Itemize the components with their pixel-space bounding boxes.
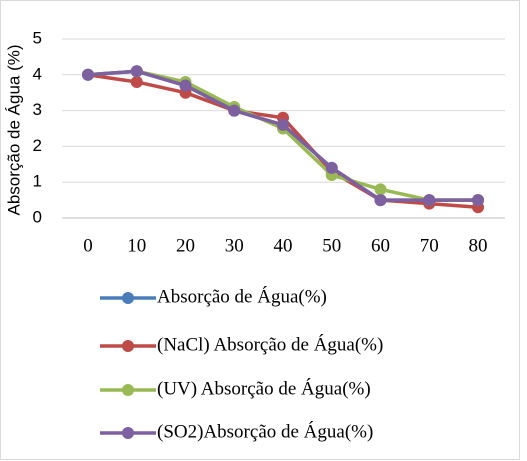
data-point [179,79,192,92]
legend-marker [122,427,134,439]
legend-label: Absorção de Água(%) [157,285,327,307]
x-tick-label: 60 [371,235,390,256]
data-point [130,65,143,78]
legend-marker [122,292,134,304]
data-point [374,183,387,196]
data-point [423,194,436,207]
data-point [277,118,289,131]
y-tick-label: 5 [33,28,42,47]
x-tick-label: 0 [83,235,93,256]
data-point [374,194,387,207]
x-tick-label: 80 [469,235,488,256]
legend-label: (SO2)Absorção de Água(%) [157,420,373,442]
data-point [130,75,143,88]
y-axis-label: Absorção de Água (%) [4,44,23,215]
data-point [325,161,338,174]
data-point [82,68,94,81]
legend-label: (NaCl) Absorção de Água(%) [157,333,383,355]
legend-marker [122,340,134,352]
x-tick-label: 70 [420,235,439,256]
x-tick-label: 40 [274,235,293,256]
y-tick-label: 4 [33,64,42,83]
legend-marker [122,384,134,396]
legend-label: (UV) Absorção de Água(%) [157,377,371,399]
data-point [228,104,241,117]
y-tick-label: 2 [33,136,42,155]
x-tick-label: 50 [322,235,341,256]
y-tick-label: 0 [33,207,42,226]
x-tick-label: 30 [225,235,244,256]
data-point [472,194,484,207]
x-tick-label: 20 [176,235,195,256]
x-tick-label: 10 [127,235,146,256]
y-tick-label: 3 [33,100,42,119]
y-tick-label: 1 [33,172,42,191]
